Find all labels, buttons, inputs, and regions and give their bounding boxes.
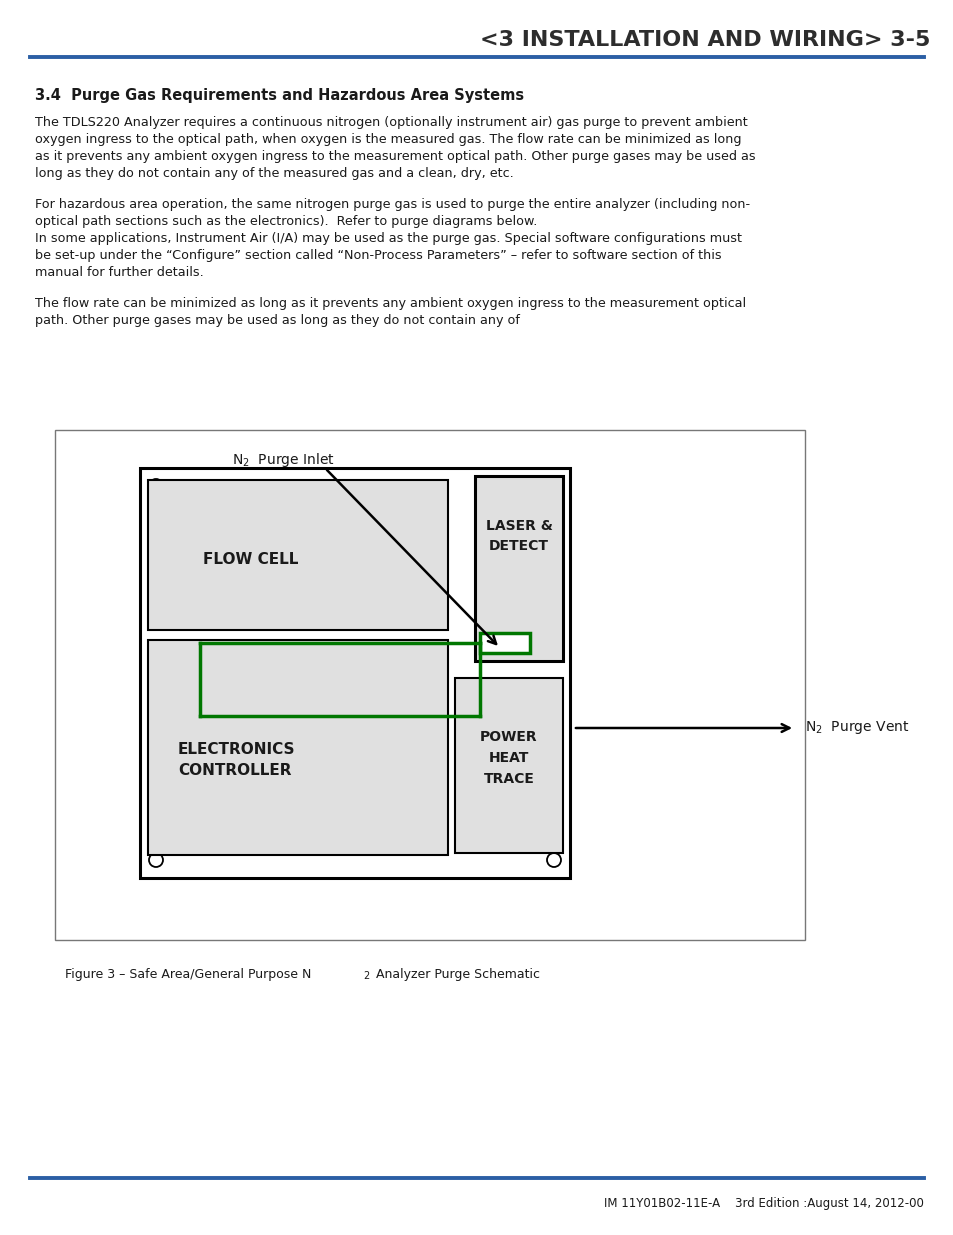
Text: optical path sections such as the electronics).  Refer to purge diagrams below.: optical path sections such as the electr… [35, 215, 537, 228]
Text: Figure 3 – Safe Area/General Purpose N: Figure 3 – Safe Area/General Purpose N [65, 968, 311, 981]
Bar [455, 678, 562, 853]
Bar [140, 468, 569, 878]
Text: The flow rate can be minimized as long as it prevents any ambient oxygen ingress: The flow rate can be minimized as long a… [35, 296, 745, 310]
Text: FLOW CELL: FLOW CELL [203, 552, 298, 568]
Text: 3.4  Purge Gas Requirements and Hazardous Area Systems: 3.4 Purge Gas Requirements and Hazardous… [35, 88, 523, 103]
Text: The TDLS220 Analyzer requires a continuous nitrogen (optionally instrument air) : The TDLS220 Analyzer requires a continuo… [35, 116, 747, 128]
Text: ELECTRONICS
CONTROLLER: ELECTRONICS CONTROLLER [178, 742, 295, 778]
Text: be set-up under the “Configure” section called “Non-Process Parameters” – refer : be set-up under the “Configure” section … [35, 249, 720, 262]
Text: For hazardous area operation, the same nitrogen purge gas is used to purge the e: For hazardous area operation, the same n… [35, 198, 749, 211]
Bar [148, 480, 448, 630]
Text: oxygen ingress to the optical path, when oxygen is the measured gas. The flow ra: oxygen ingress to the optical path, when… [35, 133, 740, 146]
Text: IM 11Y01B02-11E-A    3rd Edition :August 14, 2012-00: IM 11Y01B02-11E-A 3rd Edition :August 14… [603, 1197, 923, 1209]
Text: long as they do not contain any of the measured gas and a clean, dry, etc.: long as they do not contain any of the m… [35, 167, 514, 180]
Text: N$_2$  Purge Vent: N$_2$ Purge Vent [804, 720, 908, 736]
Text: LASER &
DETECT: LASER & DETECT [485, 519, 552, 553]
Bar [479, 634, 530, 653]
Text: In some applications, Instrument Air (I/A) may be used as the purge gas. Special: In some applications, Instrument Air (I/… [35, 232, 741, 245]
Text: N$_2$  Purge Inlet: N$_2$ Purge Inlet [232, 451, 335, 469]
Text: 2: 2 [363, 971, 369, 981]
Bar [148, 640, 448, 855]
Text: Analyzer Purge Schematic: Analyzer Purge Schematic [372, 968, 539, 981]
Text: <3 INSTALLATION AND WIRING> 3-5: <3 INSTALLATION AND WIRING> 3-5 [479, 30, 929, 49]
Bar [475, 475, 562, 661]
Text: as it prevents any ambient oxygen ingress to the measurement optical path. Other: as it prevents any ambient oxygen ingres… [35, 149, 755, 163]
Bar [55, 430, 804, 940]
Text: manual for further details.: manual for further details. [35, 266, 204, 279]
Text: path. Other purge gases may be used as long as they do not contain any of: path. Other purge gases may be used as l… [35, 314, 519, 327]
Text: POWER
HEAT
TRACE: POWER HEAT TRACE [479, 730, 537, 785]
